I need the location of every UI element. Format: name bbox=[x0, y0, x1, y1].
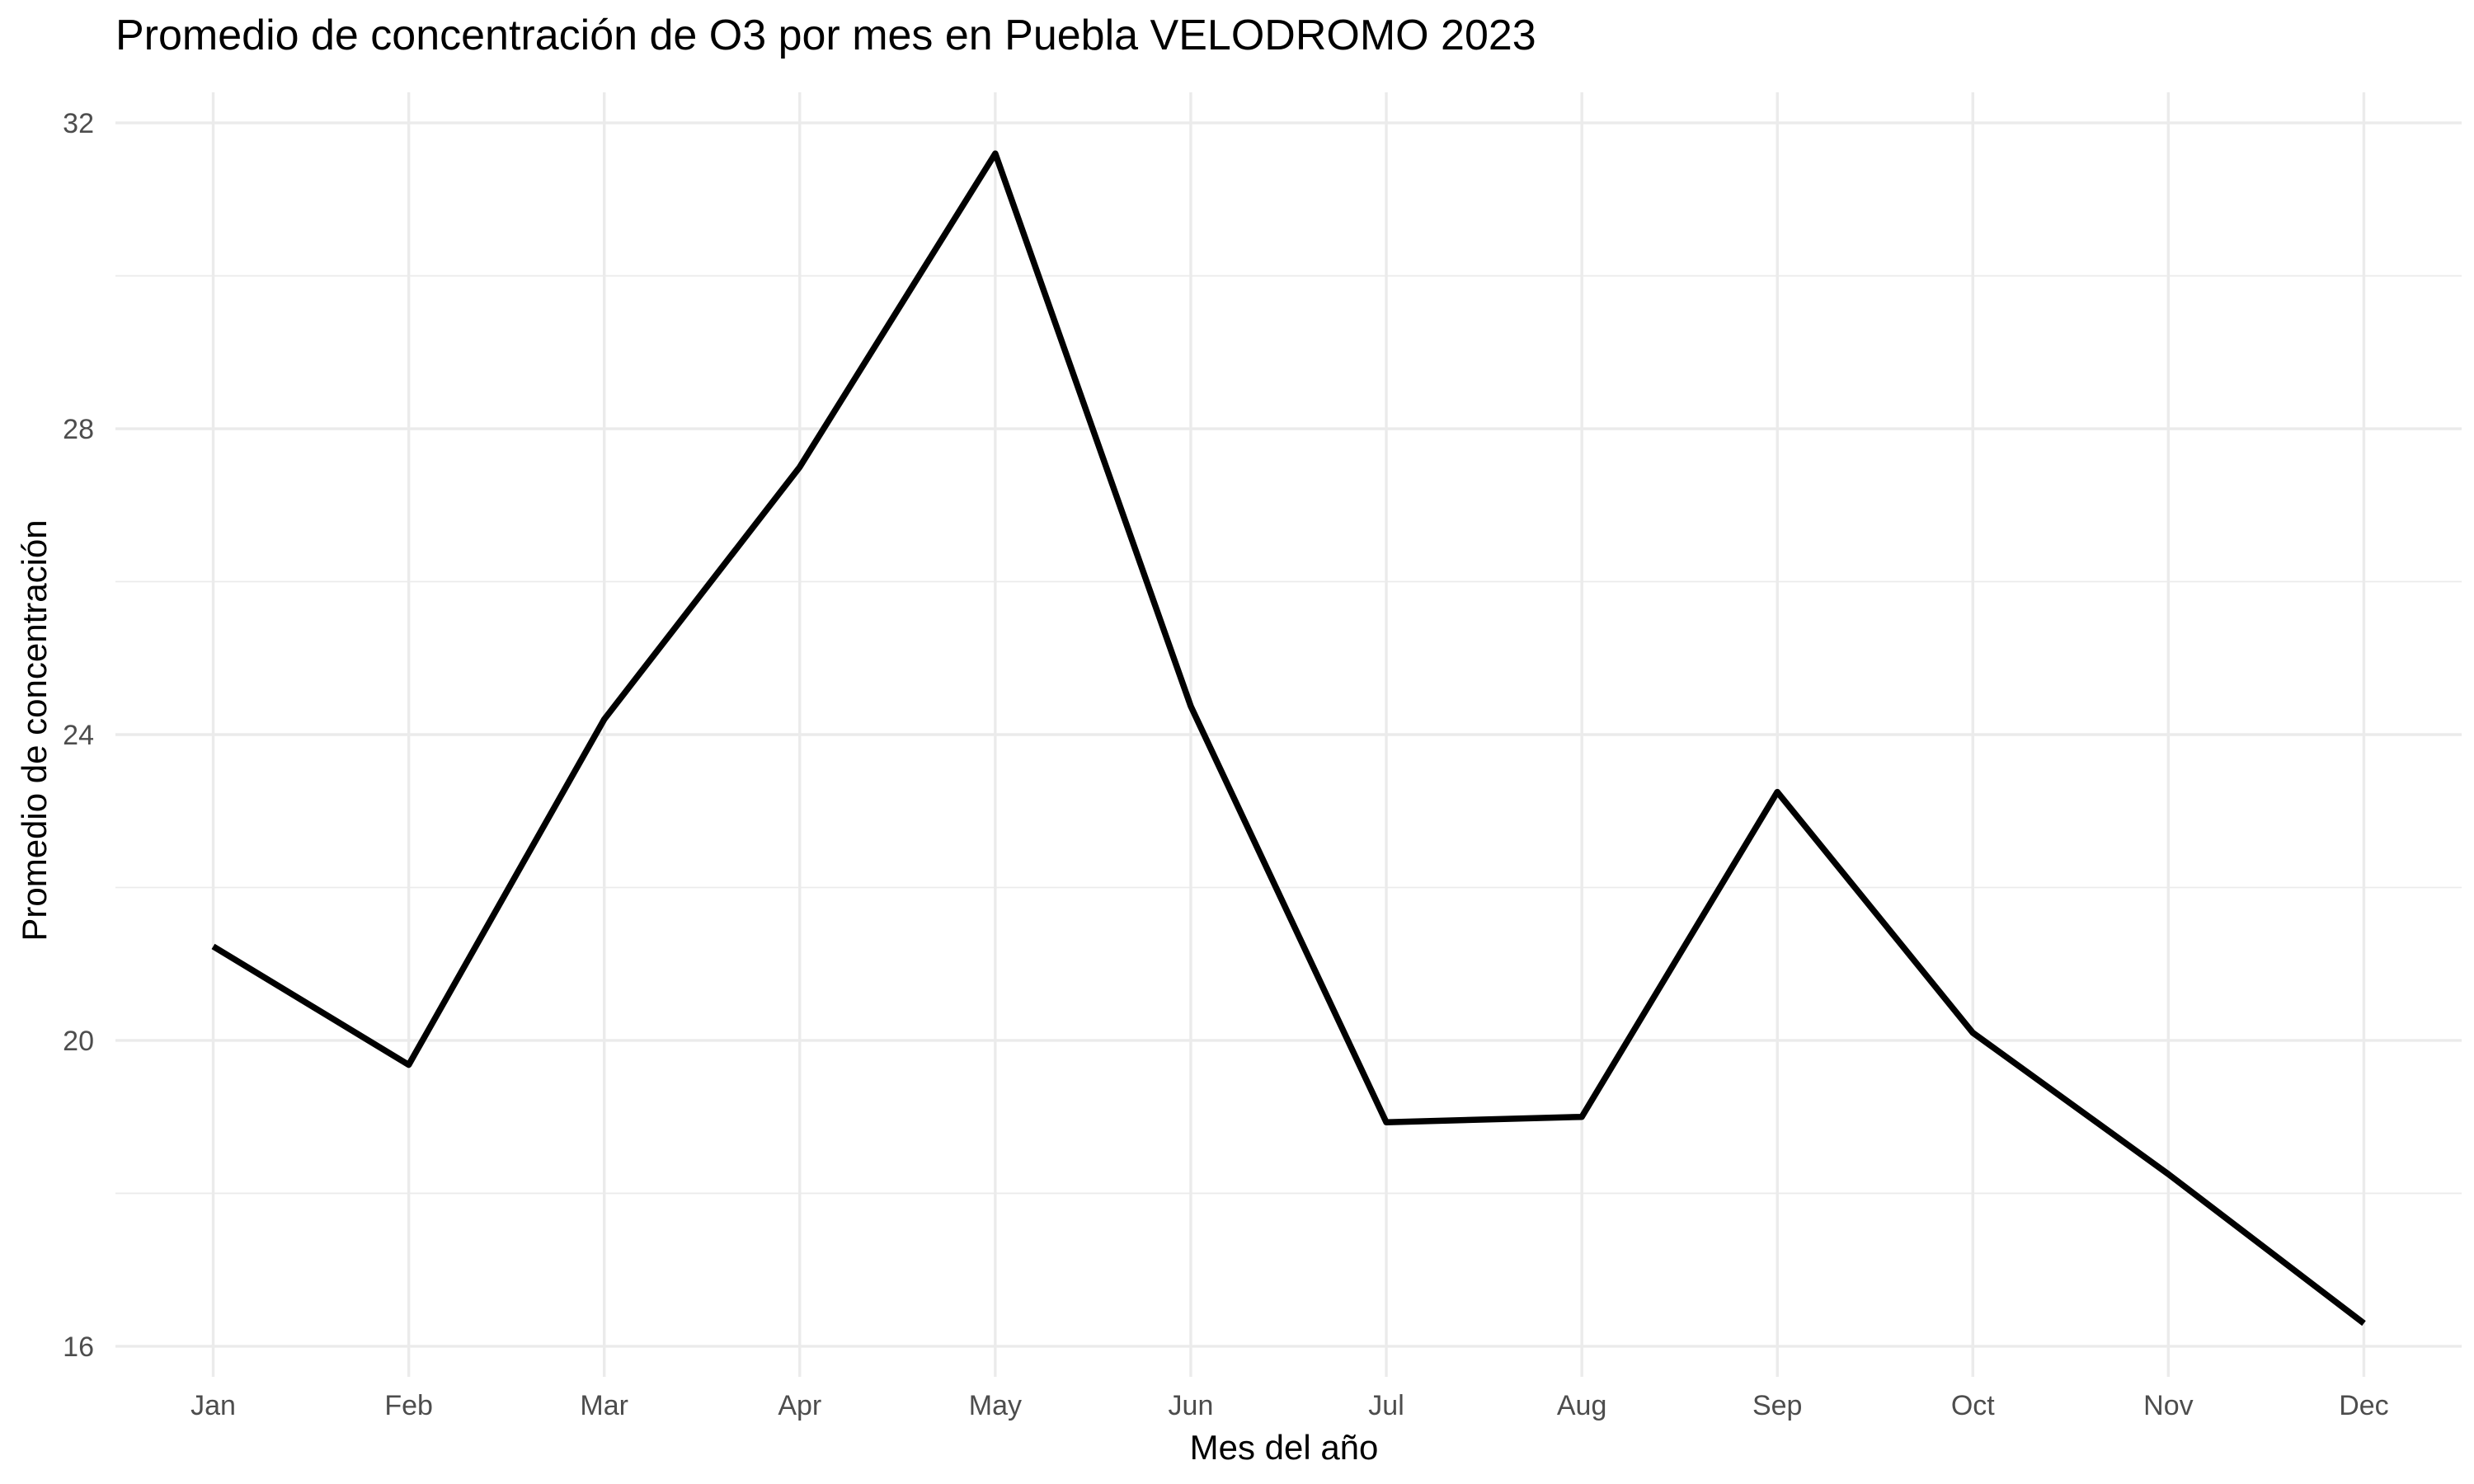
series-layer bbox=[211, 150, 2366, 1327]
x-tick-label: Feb bbox=[384, 1390, 433, 1421]
x-tick-label: Aug bbox=[1557, 1390, 1607, 1421]
x-axis-title: Mes del año bbox=[1190, 1428, 1379, 1467]
x-tick-label: Jan bbox=[190, 1390, 236, 1421]
y-axis-title: Promedio de concentración bbox=[15, 519, 54, 941]
x-tick-label: Apr bbox=[778, 1390, 821, 1421]
y-tick-label: 32 bbox=[63, 108, 94, 139]
grid-lines bbox=[115, 92, 2462, 1377]
y-tick-label: 20 bbox=[63, 1026, 94, 1057]
y-axis-tick-labels: 16 20 24 28 32 bbox=[63, 108, 94, 1363]
x-tick-label: Jul bbox=[1368, 1390, 1404, 1421]
y-tick-label: 16 bbox=[63, 1331, 94, 1363]
x-tick-label: Sep bbox=[1752, 1390, 1803, 1421]
x-tick-label: May bbox=[969, 1390, 1022, 1421]
series-line bbox=[211, 150, 2366, 1327]
x-tick-label: Jun bbox=[1169, 1390, 1214, 1421]
chart-title: Promedio de concentración de O3 por mes … bbox=[115, 12, 1536, 59]
y-tick-label: 28 bbox=[63, 414, 94, 445]
x-tick-label: Mar bbox=[580, 1390, 628, 1421]
x-axis-tick-labels: Jan Feb Mar Apr May Jun Jul Aug Sep Oct Nov Dec bbox=[190, 1390, 2389, 1421]
x-tick-label: Oct bbox=[1951, 1390, 1995, 1421]
y-tick-label: 24 bbox=[63, 720, 94, 751]
x-tick-label: Dec bbox=[2339, 1390, 2388, 1421]
x-tick-label: Nov bbox=[2143, 1390, 2193, 1421]
